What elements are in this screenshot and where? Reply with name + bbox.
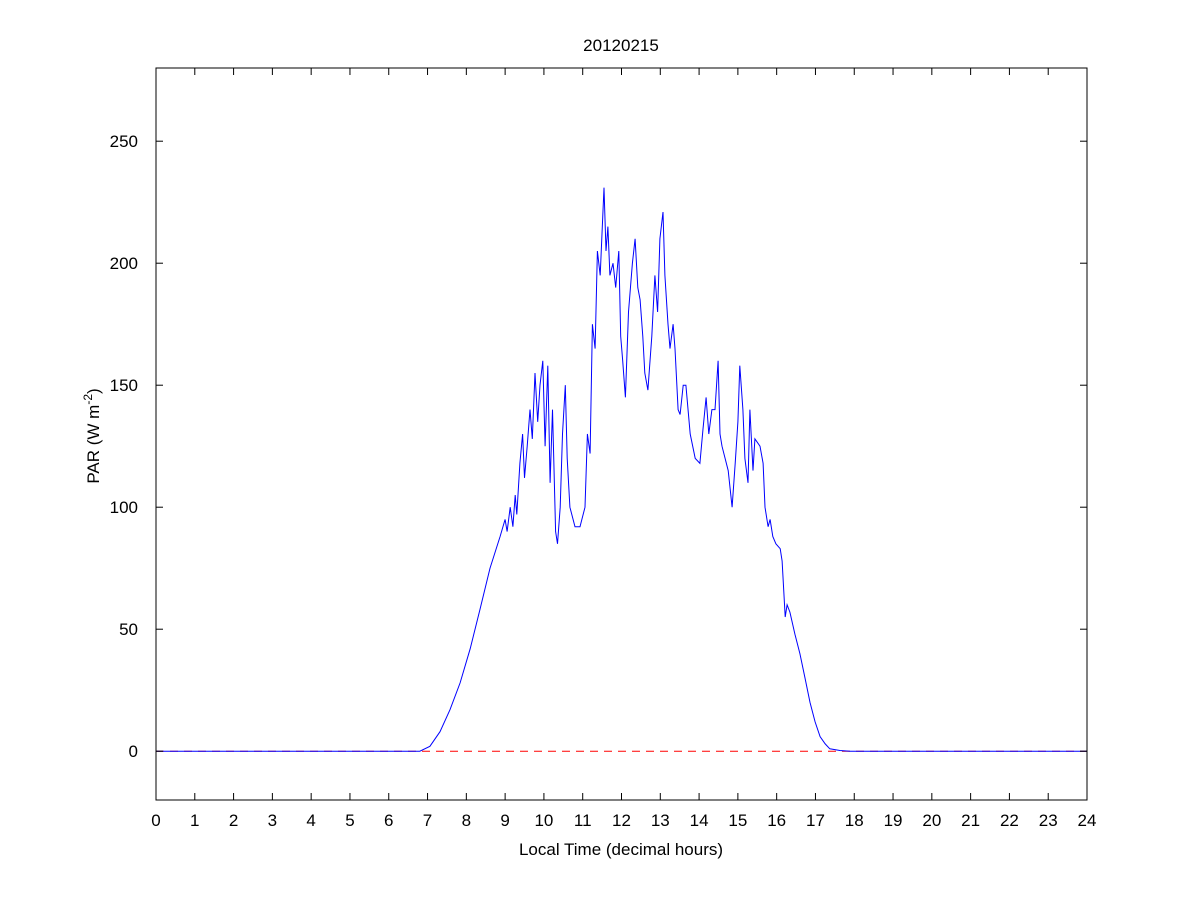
x-tick-label: 14 [690, 811, 709, 830]
x-tick-label: 22 [1000, 811, 1019, 830]
x-tick-label: 18 [845, 811, 864, 830]
x-tick-label: 13 [651, 811, 670, 830]
x-tick-label: 8 [462, 811, 471, 830]
y-tick-label: 0 [129, 742, 138, 761]
x-tick-label: 4 [306, 811, 315, 830]
y-axis-label-suffix: ) [84, 388, 103, 394]
x-tick-label: 20 [922, 811, 941, 830]
y-axis-label-main: PAR (W m [84, 405, 103, 484]
x-tick-label: 11 [574, 811, 592, 830]
y-tick-label: 250 [110, 132, 138, 151]
x-axis-label: Local Time (decimal hours) [519, 840, 723, 859]
x-tick-label: 9 [500, 811, 509, 830]
x-tick-label: 0 [151, 811, 160, 830]
chart-title: 20120215 [583, 36, 659, 55]
series-layer [156, 187, 1087, 752]
x-tick-label: 7 [423, 811, 432, 830]
x-tick-label: 21 [961, 811, 980, 830]
y-tick-label: 150 [110, 376, 138, 395]
x-tick-label: 24 [1078, 811, 1097, 830]
par-series-line [156, 187, 1087, 752]
x-tick-label: 5 [345, 811, 354, 830]
ticks-layer: 0 1 2 3 4 5 6 7 8 9 10 11 12 13 14 15 16 17 18 19 20 21 22 23 24… [110, 68, 1097, 830]
plot-area [156, 68, 1087, 800]
x-tick-label: 1 [190, 811, 199, 830]
x-tick-label: 3 [268, 811, 277, 830]
y-tick-label: 100 [110, 498, 138, 517]
y-axis-label: PAR (W m-2) [81, 388, 103, 483]
x-tick-label: 15 [728, 811, 747, 830]
x-tick-label: 6 [384, 811, 393, 830]
x-tick-label: 23 [1039, 811, 1058, 830]
y-axis-label-superscript: -2 [81, 394, 95, 405]
x-tick-label: 16 [767, 811, 786, 830]
x-tick-label: 2 [229, 811, 238, 830]
x-tick-label: 12 [612, 811, 631, 830]
x-tick-label: 17 [806, 811, 825, 830]
y-tick-label: 50 [119, 620, 138, 639]
x-tick-label: 10 [534, 811, 553, 830]
y-tick-label: 200 [110, 254, 138, 273]
x-tick-label: 19 [884, 811, 903, 830]
